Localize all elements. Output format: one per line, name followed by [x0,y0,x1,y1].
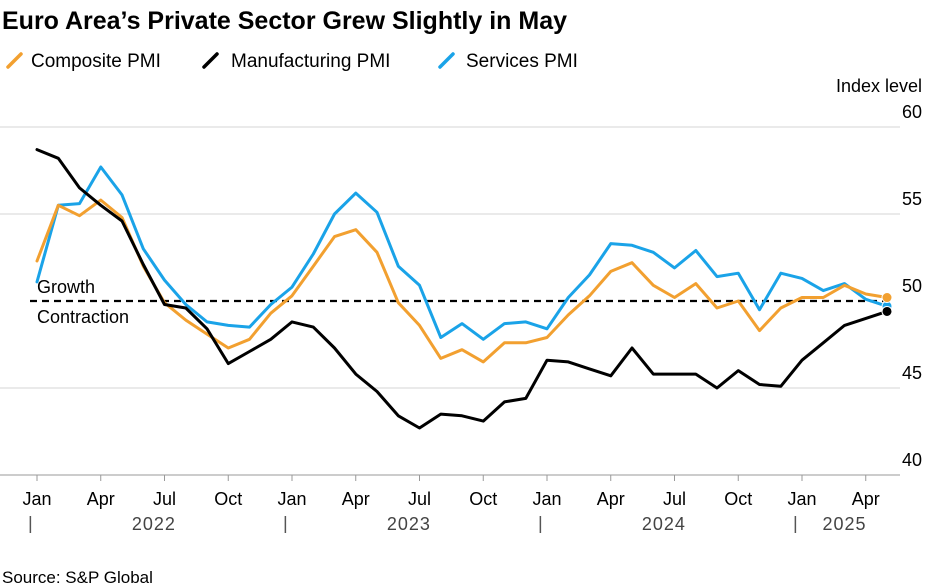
chart-title: Euro Area’s Private Sector Grew Slightly… [2,7,567,35]
series-line-composite-pmi [35,198,889,364]
y-tick-label: 45 [902,363,922,383]
x-tick-label: Jan [277,489,306,509]
legend-swatch [202,52,219,69]
x-tick-label: Oct [214,489,242,509]
x-tick-label: Jan [787,489,816,509]
y-tick-label: 40 [902,450,922,470]
x-tick-label: Jan [532,489,561,509]
x-tick-label: Apr [597,489,625,509]
x-tick-label: Oct [469,489,497,509]
series-line-services-pmi [35,165,889,341]
year-label: 2024 [642,514,686,534]
legend-swatch [6,52,23,69]
y-axis-label: Index level [836,76,922,96]
legend: Composite PMI Manufacturing PMI Services P… [6,51,578,72]
x-axis: Jan Apr Jul Oct Jan Apr Jul Oct Jan Apr Jul Oct Jan A… [22,475,880,534]
x-tick-label: Jul [408,489,431,509]
legend-label: Composite PMI [31,51,161,72]
growth-label: Growth [37,277,95,297]
source-note: Source: S&P Global [2,568,153,587]
series-line-manufacturing-pmi [35,148,889,430]
year-label: 2022 [132,514,176,534]
x-tick-label: Jan [22,489,51,509]
x-tick-label: Jul [153,489,176,509]
series-endpoint [881,305,893,317]
contraction-label: Contraction [37,307,129,327]
year-label: 2025 [822,514,866,534]
y-tick-label: 55 [902,189,922,209]
series-lines [35,148,893,430]
grid [0,126,900,476]
x-tick-label: Apr [342,489,370,509]
x-tick-label: Apr [852,489,880,509]
x-tick-label: Jul [663,489,686,509]
legend-label: Manufacturing PMI [231,51,390,72]
y-tick-label: 60 [902,102,922,122]
y-axis-ticks: 40 45 55 60 50 [902,102,922,470]
legend-label: Services PMI [466,51,578,72]
year-label: 2023 [387,514,431,534]
y-tick-label: 50 [902,276,922,296]
legend-swatch [438,52,455,69]
x-tick-label: Oct [724,489,752,509]
series-endpoint [881,292,893,304]
x-tick-label: Apr [87,489,115,509]
